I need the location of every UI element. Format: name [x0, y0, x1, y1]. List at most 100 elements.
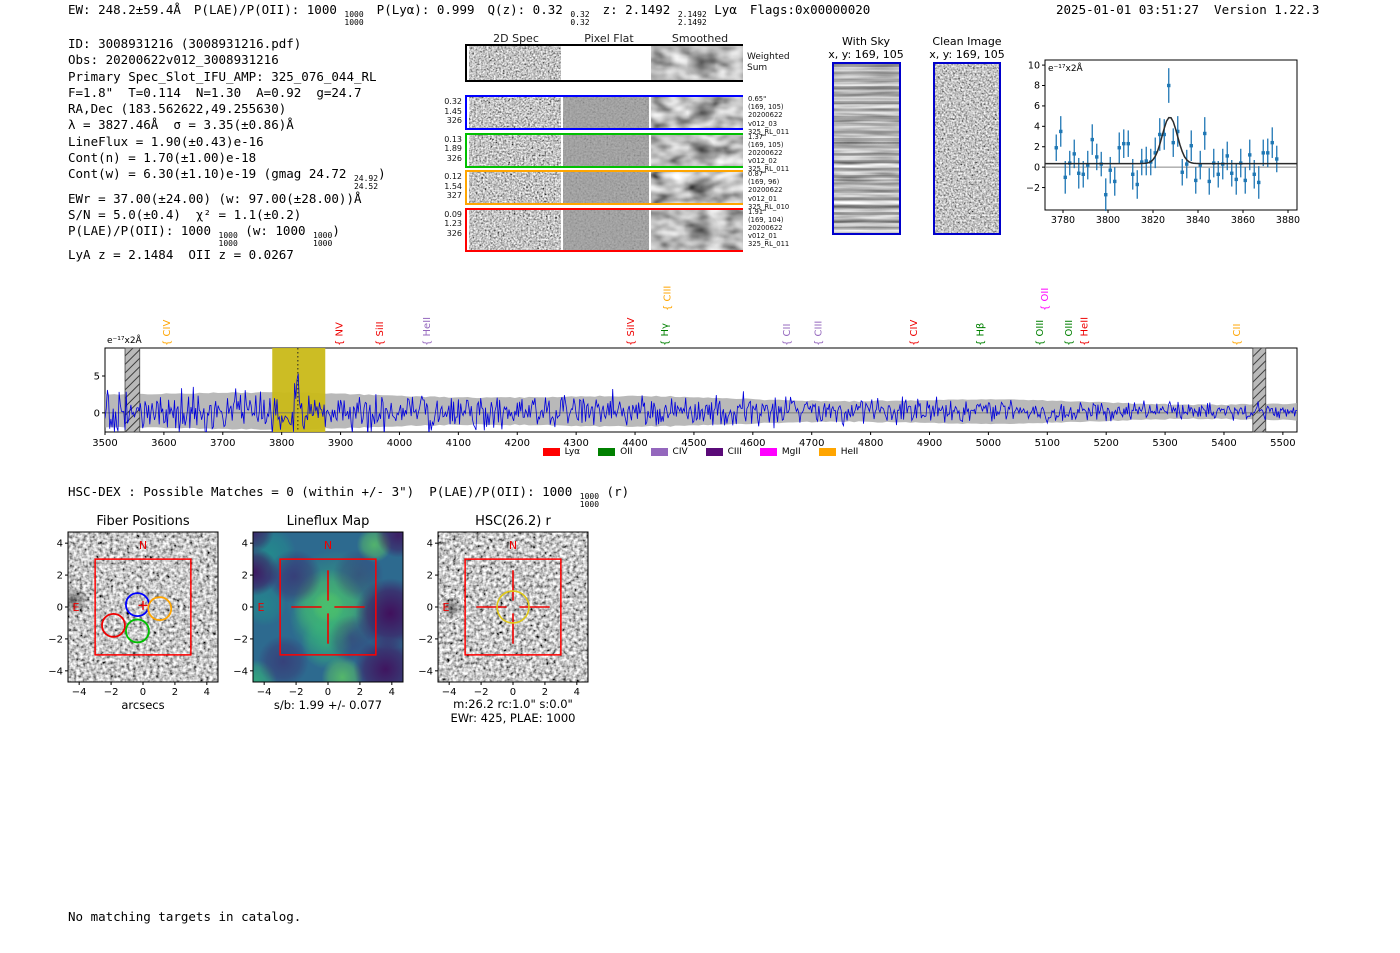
svg-text:e⁻¹⁷x2Å: e⁻¹⁷x2Å — [107, 334, 143, 346]
cutout-row-1 — [465, 132, 743, 168]
clean-image-title: Clean Image x, y: 169, 105 — [929, 35, 1005, 61]
summary-header-line: EW: 248.2±59.4Å P(LAE)/P(OII): 1000 1000 1… — [68, 2, 883, 26]
svg-text:−2: −2 — [1026, 183, 1040, 194]
line-label-CII: { CII — [1232, 324, 1243, 346]
svg-text:−4: −4 — [442, 687, 457, 698]
svg-text:−4: −4 — [418, 666, 433, 677]
hsc-caption-1: m:26.2 rc:1.0" s:0.0" — [453, 697, 573, 711]
compass-north: N — [509, 539, 517, 552]
info-line-0: ID: 3008931216 (3008931216.pdf) — [68, 36, 302, 51]
compass-east: E — [73, 601, 80, 614]
aperture-circle — [496, 590, 530, 624]
legend-swatch — [650, 448, 668, 456]
svg-text:0: 0 — [242, 602, 248, 613]
header-seg-1: P(LAE)/P(OII): 1000 1000 1000 — [193, 2, 364, 27]
legend-swatch — [598, 448, 616, 456]
svg-text:2: 2 — [427, 571, 433, 582]
svg-text:4900: 4900 — [917, 438, 942, 449]
info-line-11: P(LAE)/P(OII): 1000 1000 1000 (w: 1000 10… — [68, 223, 340, 248]
line-label-CII: { CII — [782, 324, 793, 346]
svg-text:4400: 4400 — [622, 438, 647, 449]
svg-text:4200: 4200 — [505, 438, 530, 449]
cutout-row-3-img-2 — [651, 209, 743, 250]
clean-image-title-text: Clean Image — [932, 35, 1002, 48]
line-label-SiIV: { SiIV — [626, 317, 637, 346]
with-sky-title-text: With Sky — [842, 35, 890, 48]
header-seg-3: Q(z): 0.32 0.32 0.32 — [487, 2, 590, 27]
extraction-box — [94, 558, 192, 656]
line-label-CIII: { CIII — [662, 286, 673, 311]
header-seg-4: z: 2.1492 2.1492 2.1492 Lyα — [602, 2, 737, 27]
svg-text:3880: 3880 — [1276, 215, 1300, 226]
info-line-6: LineFlux = 1.90(±0.43)e-16 — [68, 133, 264, 149]
compass-east: E — [443, 601, 450, 614]
svg-text:−2: −2 — [48, 634, 63, 645]
svg-text:−4: −4 — [72, 687, 87, 698]
info-line-10: S/N = 5.0(±0.4) χ² = 1.1(±0.2) — [68, 206, 302, 222]
cutout-row-1-annotation: 1.37" (169, 105) 20200622 v012_02 325_RL_011 — [748, 132, 790, 174]
cutout-row-1-img-2 — [651, 134, 743, 166]
svg-text:e⁻¹⁷x2Å: e⁻¹⁷x2Å — [1048, 62, 1084, 74]
legend-item-Lyα: Lyα — [542, 447, 580, 457]
cutout-row-2 — [465, 170, 743, 205]
svg-text:4000: 4000 — [387, 438, 412, 449]
line-label-OIII: { OIII — [1035, 320, 1046, 346]
svg-text:4: 4 — [574, 687, 580, 698]
svg-text:3700: 3700 — [210, 438, 235, 449]
with-sky-image — [832, 62, 901, 235]
line-label-OII: { OII — [1040, 288, 1051, 311]
svg-text:5000: 5000 — [976, 438, 1001, 449]
svg-text:−2: −2 — [474, 687, 489, 698]
svg-text:0: 0 — [140, 687, 146, 698]
svg-text:3840: 3840 — [1186, 215, 1210, 226]
svg-text:4300: 4300 — [563, 438, 588, 449]
compass-north: N — [324, 539, 332, 552]
cutout-row-0 — [465, 95, 743, 130]
hsc-dex-match-line: HSC-DEX : Possible Matches = 0 (within +… — [68, 484, 630, 509]
inset-gaussian-fit — [1045, 116, 1297, 165]
svg-text:2: 2 — [172, 687, 178, 698]
weighted-sum-row-img-0 — [469, 46, 561, 80]
info-line-5: λ = 3827.46Å σ = 3.35(±0.86)Å — [68, 117, 294, 133]
line-fit-zoom-plot: −2 0 2 4 6 8 10 3780 3800 3820 3840 3860 3880 e⁻¹⁷x2Å — [1020, 50, 1310, 234]
cutout-row-3 — [465, 207, 743, 252]
compass-north: N — [139, 539, 147, 552]
svg-text:0: 0 — [510, 687, 516, 698]
svg-text:0: 0 — [57, 602, 63, 613]
line-label-OIII: { OIII — [1064, 320, 1075, 346]
svg-text:4100: 4100 — [446, 438, 471, 449]
legend-item-HeII: HeII — [818, 447, 858, 457]
svg-text:2: 2 — [57, 571, 63, 582]
info-line-2: Primary Spec_Slot_IFU_AMP: 325_076_044_R… — [68, 68, 377, 84]
detection-info-block: ID: 3008931216 (3008931216.pdf) Obs: 2020… — [68, 36, 386, 264]
spectrum-line — [105, 373, 1297, 432]
weighted-sum-row — [465, 44, 743, 82]
clean-image-xy: x, y: 169, 105 — [929, 47, 1005, 61]
svg-text:3780: 3780 — [1051, 215, 1075, 226]
svg-text:−2: −2 — [418, 634, 433, 645]
svg-text:4: 4 — [1034, 122, 1040, 133]
line-label-CIII: { CIII — [814, 321, 825, 346]
svg-text:3600: 3600 — [151, 438, 176, 449]
extraction-box — [464, 558, 562, 656]
svg-text:3860: 3860 — [1231, 215, 1255, 226]
svg-text:3800: 3800 — [1096, 215, 1120, 226]
svg-text:0: 0 — [94, 408, 100, 419]
svg-text:3820: 3820 — [1141, 215, 1165, 226]
col-header-smoothed: Smoothed — [671, 32, 729, 45]
svg-text:Fiber Positions: Fiber Positions — [96, 514, 189, 529]
legend-item-OII: OII — [598, 447, 633, 457]
svg-text:4: 4 — [427, 539, 433, 550]
cutout-row-3-img-1 — [563, 209, 649, 250]
legend-swatch — [759, 448, 777, 456]
legend-item-MgII: MgII — [759, 447, 801, 457]
weighted-sum-row-img-2 — [651, 46, 743, 80]
with-sky-xy: x, y: 169, 105 — [828, 47, 904, 61]
legend-swatch — [705, 448, 723, 456]
svg-text:−4: −4 — [257, 687, 272, 698]
svg-text:4: 4 — [389, 687, 395, 698]
cutout-row-3-left-labels: 0.09 1.23 326 — [444, 209, 462, 238]
compass-east: E — [258, 601, 265, 614]
